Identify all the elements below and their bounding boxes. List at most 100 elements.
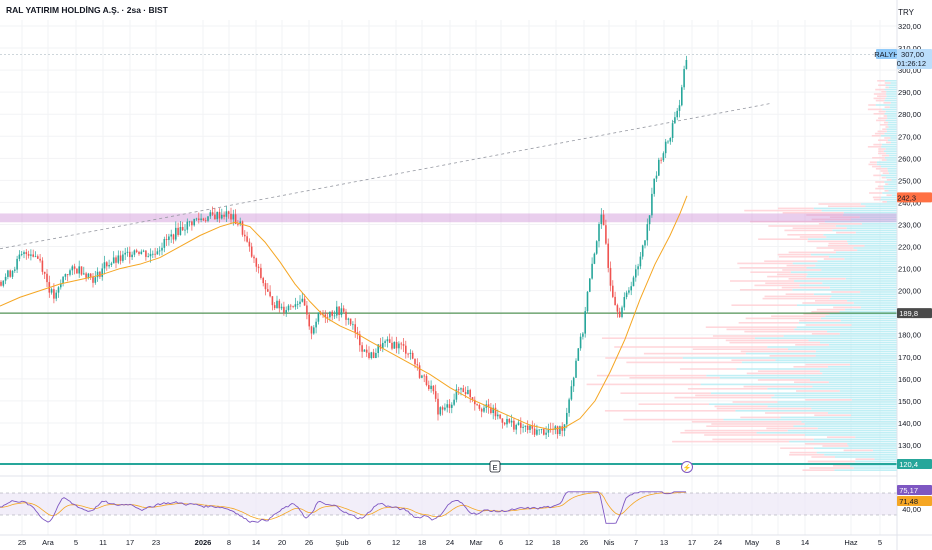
volume-bar-down bbox=[877, 152, 886, 155]
horizontal-levels[interactable] bbox=[0, 54, 897, 465]
volume-bar-down bbox=[878, 148, 886, 150]
volume-bar-down bbox=[782, 212, 844, 214]
volume-bar-up bbox=[745, 352, 897, 355]
candle-body bbox=[184, 229, 186, 231]
candle-body bbox=[421, 375, 423, 378]
candle-body bbox=[126, 251, 129, 253]
candle-body bbox=[331, 311, 333, 316]
volume-bar-down bbox=[884, 82, 891, 84]
candle-body bbox=[43, 271, 46, 274]
volume-bar-up bbox=[884, 80, 897, 82]
volume-bar-up bbox=[808, 339, 897, 342]
volume-bar-down bbox=[601, 337, 755, 339]
volume-bar-up bbox=[843, 212, 897, 214]
volume-bar-up bbox=[884, 88, 897, 91]
volume-bar-up bbox=[890, 102, 897, 104]
currency-label: TRY bbox=[898, 8, 915, 17]
volume-bar-down bbox=[831, 291, 861, 293]
volume-bar-up bbox=[881, 146, 897, 148]
ma-path bbox=[0, 195, 688, 431]
volume-bar-up bbox=[851, 218, 897, 221]
volume-bar-down bbox=[758, 238, 808, 240]
time-tick-label: 24 bbox=[714, 538, 722, 547]
trendline[interactable] bbox=[0, 102, 773, 250]
volume-bar-up bbox=[885, 110, 897, 113]
price-tick-label: 140,00 bbox=[898, 419, 921, 428]
volume-bar-up bbox=[829, 313, 897, 315]
volume-bar-up bbox=[857, 249, 897, 251]
volume-bar-up bbox=[771, 396, 897, 399]
time-axis[interactable]: 25 Ara 5 11 17 23 2026 8 14 20 26 Şub 6 12 18 24 Mar 6 12 1… bbox=[0, 534, 932, 547]
candle-body bbox=[188, 221, 191, 223]
candle-body bbox=[262, 277, 264, 284]
volume-bar-up bbox=[861, 223, 897, 225]
candle-body bbox=[520, 422, 522, 428]
time-tick-label: 18 bbox=[552, 538, 560, 547]
candle-body bbox=[667, 141, 669, 143]
volume-bar-down bbox=[872, 157, 885, 159]
symbol-tag-label: RALYH bbox=[874, 50, 898, 59]
candle-body bbox=[418, 365, 421, 378]
level-tag-120 bbox=[897, 459, 932, 469]
volume-bar-up bbox=[880, 135, 897, 137]
candle-body bbox=[340, 308, 343, 315]
ma-price-label: 242,3 bbox=[897, 193, 916, 202]
volume-bar-up bbox=[790, 271, 897, 273]
candle-body bbox=[377, 344, 379, 353]
volume-bar-up bbox=[822, 372, 897, 375]
volume-bar-down bbox=[833, 249, 858, 251]
candle-body bbox=[639, 256, 642, 267]
candle-body bbox=[264, 283, 267, 290]
volume-bar-down bbox=[799, 319, 841, 322]
dividend-marker-label: ⚡ bbox=[683, 463, 692, 472]
moving-average-line bbox=[0, 195, 688, 431]
candle-body bbox=[209, 212, 212, 217]
candle-body bbox=[80, 266, 83, 275]
candle-body bbox=[409, 352, 412, 354]
level-label-120: 120,4 bbox=[899, 460, 918, 469]
candle-body bbox=[271, 296, 274, 306]
candle-body bbox=[497, 414, 499, 417]
volume-bar-up bbox=[793, 425, 897, 427]
price-tick-label: 240,00 bbox=[898, 198, 921, 207]
dividend-marker bbox=[681, 461, 693, 473]
candle-body bbox=[60, 283, 62, 288]
volume-bar-up bbox=[736, 368, 897, 370]
candle-body bbox=[260, 267, 262, 278]
volume-bar-down bbox=[764, 260, 818, 262]
volume-bar-down bbox=[729, 280, 795, 282]
candle-body bbox=[106, 262, 108, 267]
volume-bar-down bbox=[811, 456, 836, 458]
candle-body bbox=[324, 314, 327, 317]
candle-body bbox=[609, 267, 612, 286]
candle-body bbox=[598, 224, 600, 242]
candle-body bbox=[379, 344, 382, 349]
candle-body bbox=[16, 258, 18, 270]
candle-body bbox=[621, 307, 623, 317]
candle-body bbox=[342, 308, 345, 312]
volume-bar-down bbox=[886, 179, 892, 181]
candle-body bbox=[658, 159, 660, 176]
candle-body bbox=[172, 234, 175, 240]
candle-body bbox=[531, 425, 534, 429]
volume-bar-up bbox=[798, 322, 897, 324]
candle-body bbox=[87, 273, 90, 278]
volume-bar-up bbox=[880, 198, 897, 201]
volume-bar-down bbox=[729, 341, 821, 344]
candle-body bbox=[303, 298, 306, 306]
candle-body bbox=[414, 358, 416, 365]
volume-bar-up bbox=[847, 240, 897, 243]
volume-bar-up bbox=[824, 454, 897, 456]
volume-bar-down bbox=[680, 432, 757, 434]
event-markers[interactable]: E ⚡ bbox=[489, 460, 693, 473]
time-tick-label: 26 bbox=[305, 538, 313, 547]
volume-bar-down bbox=[883, 102, 891, 104]
volume-bar-down bbox=[726, 328, 795, 331]
candle-body bbox=[375, 352, 377, 359]
volume-bar-down bbox=[826, 436, 856, 438]
candle-body bbox=[147, 256, 149, 258]
volume-bar-up bbox=[682, 357, 897, 359]
candle-body bbox=[230, 213, 232, 220]
volume-bar-up bbox=[888, 172, 897, 174]
